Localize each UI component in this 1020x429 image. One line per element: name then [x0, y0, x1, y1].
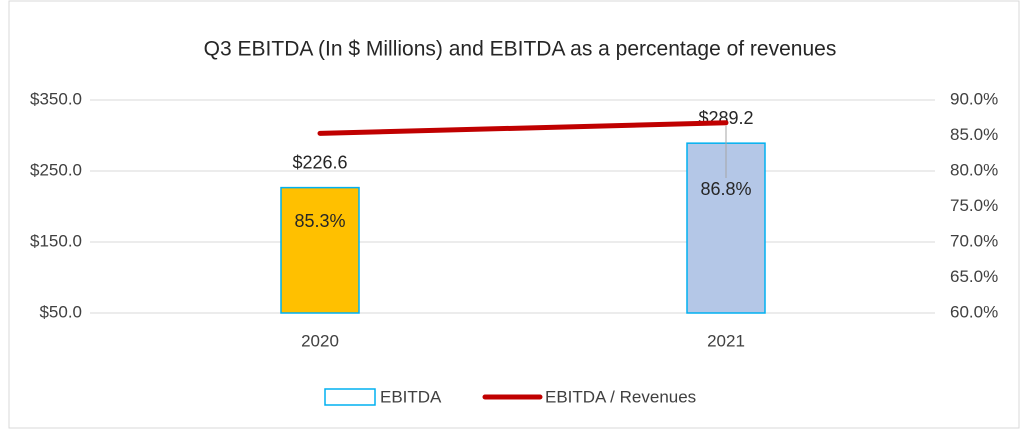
y-tick-label: $350.0 — [30, 89, 82, 108]
x-tick-label: 2020 — [301, 331, 339, 350]
y2-tick-label: 60.0% — [950, 302, 998, 321]
legend-label: EBITDA — [380, 387, 442, 406]
line-value-label: 85.3% — [294, 211, 345, 231]
line-value-label: 86.8% — [700, 179, 751, 199]
y-tick-label: $250.0 — [30, 160, 82, 179]
y2-tick-label: 75.0% — [950, 196, 998, 215]
y-tick-label: $150.0 — [30, 231, 82, 250]
y2-tick-label: 90.0% — [950, 89, 998, 108]
y2-tick-label: 80.0% — [950, 160, 998, 179]
chart-frame — [8, 0, 1020, 429]
bar — [280, 186, 360, 314]
legend-label: EBITDA / Revenues — [545, 387, 696, 406]
line-series — [317, 120, 729, 136]
bar-value-label: $226.6 — [292, 152, 347, 172]
y-tick-label: $50.0 — [39, 302, 82, 321]
y2-tick-label: 65.0% — [950, 267, 998, 286]
y2-tick-label: 70.0% — [950, 231, 998, 250]
x-tick-label: 2021 — [707, 331, 745, 350]
chart-title: Q3 EBITDA (In $ Millions) and EBITDA as … — [204, 38, 837, 61]
legend-swatch — [324, 388, 376, 406]
y2-tick-label: 85.0% — [950, 125, 998, 144]
